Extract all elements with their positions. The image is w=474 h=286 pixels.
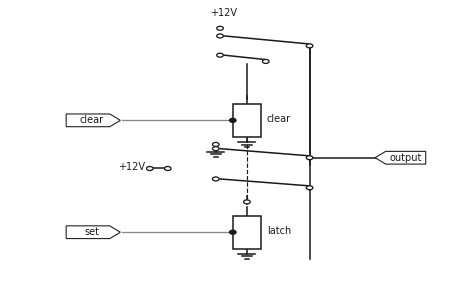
Circle shape xyxy=(217,34,223,38)
Text: output: output xyxy=(390,153,422,163)
Text: clear: clear xyxy=(267,114,291,124)
Circle shape xyxy=(212,147,219,151)
FancyBboxPatch shape xyxy=(233,104,261,137)
Circle shape xyxy=(212,142,219,146)
Circle shape xyxy=(217,53,223,57)
Text: set: set xyxy=(84,227,100,237)
Circle shape xyxy=(229,118,236,122)
Polygon shape xyxy=(66,114,120,127)
Circle shape xyxy=(263,59,269,63)
Circle shape xyxy=(146,166,153,170)
Circle shape xyxy=(212,177,219,181)
Circle shape xyxy=(306,156,313,160)
Text: +12V: +12V xyxy=(118,162,145,172)
Circle shape xyxy=(306,186,313,190)
Polygon shape xyxy=(375,151,426,164)
Circle shape xyxy=(164,166,171,170)
Polygon shape xyxy=(66,226,120,239)
Circle shape xyxy=(229,230,236,234)
Text: clear: clear xyxy=(80,115,104,125)
Text: +12V: +12V xyxy=(210,8,237,18)
Circle shape xyxy=(306,44,313,48)
Circle shape xyxy=(217,26,223,30)
Circle shape xyxy=(244,200,250,204)
FancyBboxPatch shape xyxy=(233,216,261,249)
Text: latch: latch xyxy=(267,226,291,236)
